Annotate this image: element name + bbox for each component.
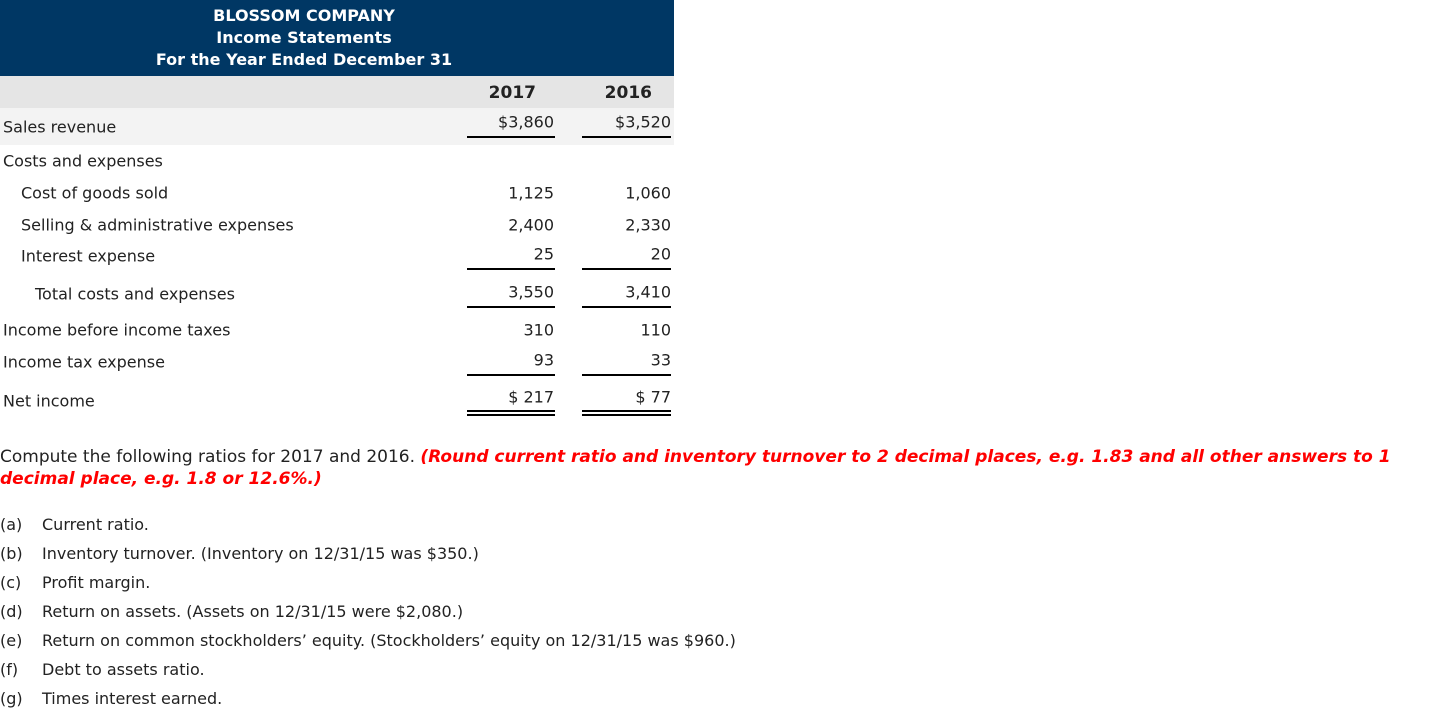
statement-title: Income Statements [216, 28, 392, 47]
question-prompt: Compute the following ratios for 2017 an… [0, 446, 1430, 490]
table-row: Costs and expenses [0, 145, 674, 176]
prompt-text: Compute the following ratios for 2017 an… [0, 447, 416, 467]
item-text: Times interest earned. [42, 689, 223, 708]
underline [582, 374, 671, 376]
item-letter: (a) [0, 515, 23, 534]
table-row: Interest expense 25 20 [0, 241, 674, 277]
item-text: Return on common stockholders’ equity. (… [42, 631, 736, 650]
value-2016: $ 77 [635, 387, 671, 407]
table-row: Net income $ 217 $ 77 [0, 383, 674, 423]
underline [467, 268, 555, 270]
row-label: Interest expense [21, 246, 156, 266]
double-underline [467, 410, 555, 416]
value-2017: 3,550 [508, 282, 554, 302]
row-label: Net income [3, 391, 95, 411]
value-2017: 25 [533, 244, 554, 264]
row-label: Total costs and expenses [35, 284, 235, 304]
underline [582, 268, 671, 270]
underline [467, 374, 555, 376]
underline [582, 136, 671, 138]
year-2017: 2017 [488, 83, 536, 103]
item-letter: (f) [0, 660, 19, 679]
value-2017: $ 217 [508, 387, 554, 407]
underline [467, 136, 555, 138]
row-label: Sales revenue [3, 117, 117, 136]
item-text: Return on assets. (Assets on 12/31/15 we… [42, 602, 464, 621]
statement-header: BLOSSOM COMPANY Income Statements For th… [0, 0, 674, 76]
row-label: Selling & administrative expenses [21, 215, 294, 235]
item-letter: (b) [0, 544, 23, 563]
row-label: Income tax expense [3, 352, 165, 372]
row-label: Costs and expenses [3, 151, 163, 170]
item-text: Debt to assets ratio. [42, 660, 205, 679]
table-row: Income tax expense 93 33 [0, 347, 674, 383]
value-2017: 310 [523, 320, 554, 340]
row-label: Cost of goods sold [21, 183, 169, 202]
row-label: Income before income taxes [3, 320, 231, 340]
underline [467, 306, 555, 308]
table-row: Total costs and expenses 3,550 3,410 [0, 277, 674, 313]
value-2016: 3,410 [625, 282, 671, 302]
item-letter: (c) [0, 573, 22, 592]
value-2017: $3,860 [498, 112, 554, 132]
value-2016: 2,330 [625, 215, 671, 235]
statement-period: For the Year Ended December 31 [155, 50, 453, 69]
value-2016: 20 [650, 244, 671, 264]
income-statement-table: BLOSSOM COMPANY Income Statements For th… [0, 0, 674, 423]
table-row: Income before income taxes 310 110 [0, 313, 674, 347]
table-row: Sales revenue $3,860 $3,520 [0, 108, 674, 145]
company-name: BLOSSOM COMPANY [213, 6, 395, 25]
value-2017: 1,125 [508, 183, 554, 202]
item-letter: (e) [0, 631, 23, 650]
value-2016: 1,060 [625, 183, 671, 202]
rounding-instruction: (Round current ratio and inventory turno… [0, 447, 1391, 489]
year-header-row: 2017 2016 [0, 76, 674, 108]
value-2016: 110 [640, 320, 671, 340]
double-underline [582, 410, 671, 416]
table-row: Cost of goods sold 1,125 1,060 [0, 176, 674, 209]
value-2016: 33 [650, 350, 671, 370]
item-letter: (g) [0, 689, 23, 708]
value-2017: 93 [533, 350, 554, 370]
item-text: Inventory turnover. (Inventory on 12/31/… [42, 544, 479, 563]
year-2016: 2016 [604, 83, 652, 103]
item-letter: (d) [0, 602, 23, 621]
value-2017: 2,400 [508, 215, 554, 235]
table-row: Selling & administrative expenses 2,400 … [0, 209, 674, 241]
value-2016: $3,520 [615, 112, 671, 132]
item-text: Profit margin. [42, 573, 151, 592]
underline [582, 306, 671, 308]
item-text: Current ratio. [42, 515, 149, 534]
